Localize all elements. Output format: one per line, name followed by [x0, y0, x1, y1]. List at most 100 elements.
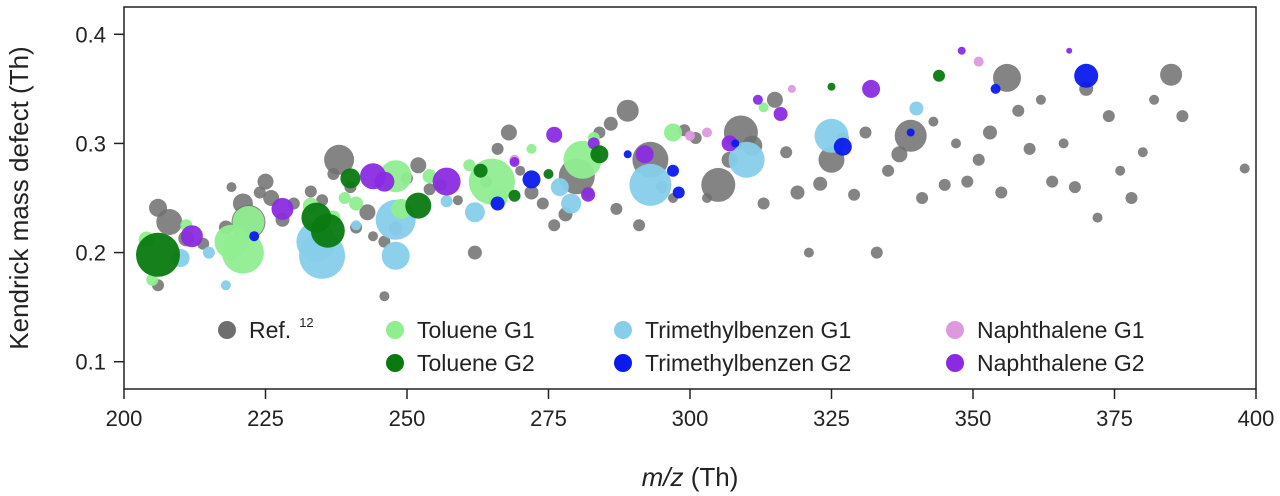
data-point-ref — [633, 219, 646, 232]
data-point-tmb-g2 — [990, 83, 1001, 94]
data-point-toluene-g2 — [543, 169, 554, 179]
x-tick-label: 400 — [1238, 406, 1275, 431]
data-point-ref — [859, 126, 872, 139]
data-point-ref — [1149, 94, 1160, 105]
y-axis-ticks: 0.1 0.2 0.3 0.4 — [75, 22, 124, 375]
data-point-naph-g2 — [180, 225, 203, 248]
data-point-tmb-g2 — [906, 128, 915, 137]
data-point-ref — [156, 209, 183, 235]
data-point-tmb-g2 — [490, 196, 505, 211]
data-point-ref — [1125, 192, 1138, 204]
data-point-tmb-g1 — [220, 280, 231, 291]
data-point-ref — [780, 146, 793, 159]
data-point-tmb-g2 — [833, 137, 852, 156]
legend-swatch-naph-g1 — [946, 321, 964, 339]
data-point-toluene-g1 — [526, 143, 537, 154]
data-point-ref — [1160, 63, 1183, 86]
data-point-ref — [1023, 142, 1036, 155]
data-point-ref — [491, 142, 504, 155]
data-point-ref — [1012, 104, 1025, 117]
data-point-ref — [1046, 175, 1059, 188]
data-point-ref — [803, 247, 814, 258]
data-point-tmb-g2 — [1074, 63, 1099, 88]
data-point-tmb-g1 — [440, 195, 453, 208]
data-point-naph-g2 — [509, 157, 520, 167]
data-point-toluene-g2 — [136, 232, 180, 277]
legend-swatch-tmb-g1 — [614, 321, 632, 339]
data-point-ref — [500, 124, 517, 141]
data-point-toluene-g1 — [221, 231, 264, 274]
legend-superscript: 12 — [299, 315, 313, 330]
data-point-ref — [961, 175, 974, 188]
data-point-naph-g2 — [1066, 47, 1073, 54]
data-point-ref — [938, 178, 951, 191]
legend-label-tmb-g1: Trimethylbenzen G1 — [645, 317, 851, 343]
data-point-naph-g2 — [957, 46, 966, 55]
data-point-naph-g2 — [752, 94, 763, 105]
legend-swatch-toluene-g2 — [386, 354, 404, 372]
data-point-ref — [603, 116, 618, 131]
x-tick-label: 325 — [813, 406, 850, 431]
data-point-ref — [257, 173, 274, 190]
x-tick-label: 200 — [106, 406, 143, 431]
legend-label-tmb-g2: Trimethylbenzen G2 — [645, 350, 851, 376]
legend-swatch-naph-g2 — [946, 354, 964, 372]
points-layer — [136, 46, 1250, 302]
data-point-ref — [790, 185, 805, 200]
legend-swatch-toluene-g1 — [386, 321, 404, 339]
data-point-naph-g1 — [973, 56, 984, 67]
data-point-ref — [928, 116, 939, 127]
data-point-tmb-g2 — [731, 139, 740, 148]
data-point-ref — [993, 63, 1021, 92]
x-tick-label: 350 — [955, 406, 992, 431]
data-point-ref — [1137, 147, 1148, 158]
data-point-naph-g2 — [374, 171, 395, 192]
data-point-tmb-g2 — [522, 170, 541, 189]
data-point-ref — [1239, 163, 1250, 174]
legend-label-ref: Ref. 12 — [249, 315, 314, 343]
y-tick-label: 0.1 — [75, 350, 106, 375]
data-point-ref — [548, 219, 561, 232]
data-point-toluene-g2 — [590, 145, 609, 164]
data-point-ref — [972, 153, 985, 166]
data-point-ref — [379, 291, 390, 302]
data-point-naph-g1 — [685, 130, 695, 141]
data-point-ref — [916, 192, 929, 204]
x-axis-ticks: 200 225 250 275 300 325 350 375 400 — [106, 389, 1275, 431]
data-point-ref — [524, 185, 539, 200]
data-point-ref — [324, 144, 355, 175]
x-tick-label: 300 — [672, 406, 709, 431]
data-point-toluene-g2 — [933, 69, 945, 82]
data-point-ref — [951, 138, 961, 149]
data-point-ref — [882, 164, 895, 177]
legend: Ref. 12 Toluene G1 Trimethylbenzen G1 Naphth… — [218, 315, 1145, 376]
legend-swatch-tmb-g2 — [614, 354, 632, 372]
data-point-ref — [1068, 181, 1081, 194]
data-point-ref — [410, 157, 427, 174]
legend-label-toluene-g2: Toluene G2 — [417, 350, 535, 376]
data-point-toluene-g2 — [340, 168, 361, 189]
legend-label-naph-g2: Naphthalene G2 — [977, 350, 1145, 376]
data-point-ref — [1035, 94, 1046, 105]
data-point-ref — [536, 197, 549, 210]
data-point-naph-g2 — [635, 145, 654, 164]
data-point-ref — [1115, 165, 1126, 176]
legend-swatch-ref — [218, 321, 236, 339]
data-point-toluene-g1 — [349, 196, 364, 211]
data-point-ref — [1092, 212, 1103, 223]
data-point-tmb-g2 — [623, 150, 632, 159]
data-point-naph-g1 — [787, 84, 796, 93]
x-tick-label: 250 — [389, 406, 426, 431]
data-point-toluene-g2 — [473, 163, 488, 178]
data-point-tmb-g1 — [464, 202, 485, 223]
data-point-tmb-g1 — [909, 101, 924, 116]
data-point-naph-g2 — [773, 107, 788, 121]
data-point-tmb-g2 — [249, 231, 260, 242]
y-tick-label: 0.2 — [75, 241, 106, 266]
data-point-toluene-g2 — [310, 213, 345, 248]
data-point-ref — [610, 202, 623, 215]
data-point-ref — [368, 231, 378, 242]
data-point-tmb-g1 — [561, 193, 582, 214]
y-tick-label: 0.3 — [75, 131, 106, 156]
